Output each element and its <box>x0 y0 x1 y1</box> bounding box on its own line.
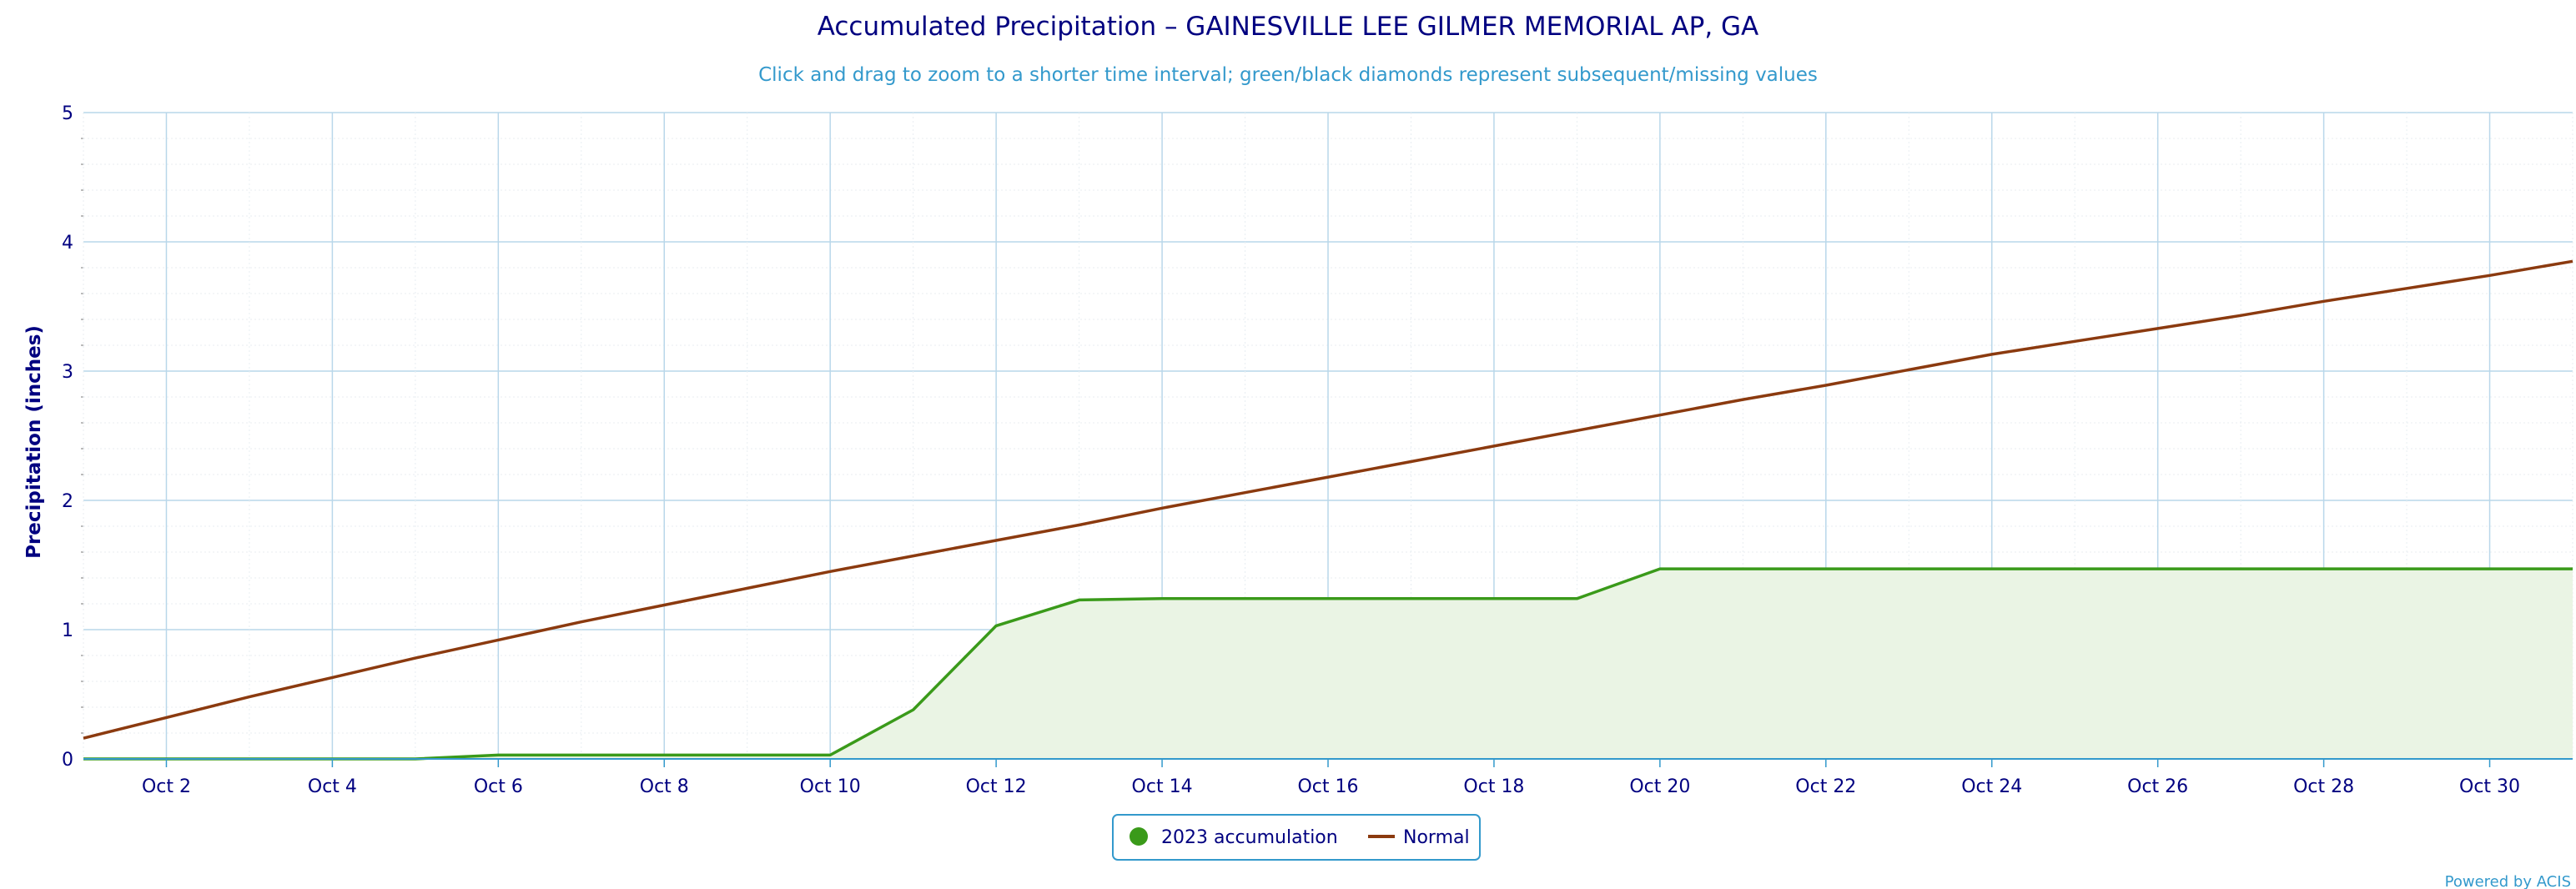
x-tick-label: Oct 18 <box>1463 776 1524 797</box>
x-tick-label: Oct 6 <box>474 776 523 797</box>
y-axis-label: Precipitation (inches) <box>23 325 45 559</box>
x-tick-label: Oct 30 <box>2459 776 2520 797</box>
x-tick-label: Oct 26 <box>2127 776 2188 797</box>
x-tick-label: Oct 16 <box>1297 776 1358 797</box>
legend-item-accumulation[interactable]: 2023 accumulation <box>1130 827 1338 848</box>
series-line-1 <box>83 259 2573 740</box>
y-tick-label: 0 <box>62 750 73 771</box>
x-tick-label: Oct 2 <box>142 776 191 797</box>
x-tick-label: Oct 10 <box>800 776 861 797</box>
legend[interactable]: 2023 accumulation Normal <box>1112 814 1481 861</box>
x-tick-label: Oct 20 <box>1629 776 1690 797</box>
y-tick-label: 5 <box>62 103 73 124</box>
x-tick-label: Oct 24 <box>1961 776 2022 797</box>
legend-normal-label: Normal <box>1403 827 1470 848</box>
y-tick-label: 1 <box>62 620 73 641</box>
area-layer <box>83 569 2573 759</box>
y-tick-label: 4 <box>62 233 73 254</box>
x-tick-label: Oct 28 <box>2293 776 2354 797</box>
x-tick-label: Oct 14 <box>1132 776 1193 797</box>
chart-subtitle: Click and drag to zoom to a shorter time… <box>758 64 1818 86</box>
x-tick-label: Oct 8 <box>640 776 689 797</box>
series-line-0 <box>83 567 2573 761</box>
legend-box <box>1112 814 1481 861</box>
x-tick-label: Oct 4 <box>308 776 357 797</box>
legend-accumulation-marker <box>1130 827 1148 846</box>
legend-item-normal[interactable]: Normal <box>1368 827 1470 848</box>
chart-title: Accumulated Precipitation – GAINESVILLE … <box>818 12 1759 42</box>
y-tick-labels: 0 1 2 3 4 5 <box>62 103 73 771</box>
x-tick-label: Oct 22 <box>1795 776 1856 797</box>
acis-credit[interactable]: Powered by ACIS <box>2445 873 2571 889</box>
legend-accumulation-label: 2023 accumulation <box>1161 827 1338 848</box>
line-layer <box>83 259 2573 761</box>
y-tick-label: 2 <box>62 491 73 512</box>
x-tick-labels: Oct 2 Oct 4 Oct 6 Oct 8 Oct 10 Oct 12 Oct 14 Oc… <box>142 759 2520 797</box>
y-tick-label: 3 <box>62 362 73 383</box>
x-tick-label: Oct 12 <box>966 776 1027 797</box>
series-area-0 <box>83 569 2573 759</box>
